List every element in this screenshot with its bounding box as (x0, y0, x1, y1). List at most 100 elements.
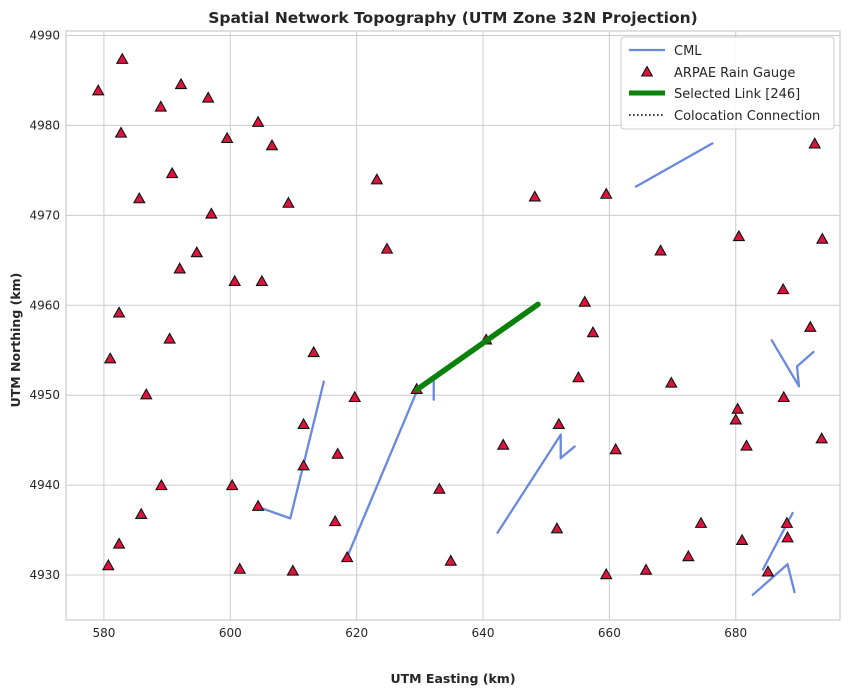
cml-link (770, 339, 801, 388)
rain-gauge-marker (370, 173, 384, 185)
rain-gauge-marker (433, 482, 446, 494)
x-tick-label: 640 (472, 626, 495, 640)
rain-gauge-marker (761, 565, 775, 577)
rain-gauge-marker (154, 100, 168, 112)
rain-gauge-marker (225, 478, 239, 491)
rain-gauge-marker (282, 196, 295, 208)
rain-gauge-marker (815, 432, 829, 444)
x-tick-label: 660 (598, 626, 621, 640)
y-tick-label: 4970 (29, 208, 60, 222)
rain-gauge-marker (654, 244, 667, 256)
rain-gauge-marker (348, 390, 362, 403)
rain-gauge-marker (599, 567, 613, 580)
plot-frame (65, 30, 841, 621)
rain-gauge-marker (781, 531, 794, 543)
legend-gauge-label: ARPAE Rain Gauge (674, 66, 795, 81)
axes-frame (65, 30, 841, 621)
rain-gauge-marker (496, 438, 510, 450)
y-tick-label: 4990 (29, 28, 60, 42)
rain-gauge-marker (112, 306, 126, 318)
rain-gauge-marker (297, 459, 310, 471)
rain-gauge-marker (220, 131, 234, 144)
rain-gauge-marker (251, 499, 265, 511)
y-tick-label: 4940 (29, 478, 60, 492)
rain-gauge-marker (134, 507, 148, 519)
rain-gauge-marker (639, 563, 653, 575)
legend-cml-label: CML (674, 44, 702, 59)
cml-link (795, 350, 815, 368)
chart-title: Spatial Network Topography (UTM Zone 32N… (208, 9, 698, 27)
rain-gauge-marker (190, 245, 204, 258)
cml-link (795, 365, 801, 388)
rain-gauge-marker (173, 262, 187, 274)
rain-gauge-marker (586, 326, 600, 338)
rain-gauge-marker (101, 558, 115, 571)
rain-gauge-marker (776, 282, 790, 295)
rain-gauge-marker (340, 550, 354, 563)
rain-gauge-marker (165, 166, 179, 179)
legend-selected-label: Selected Link [246] (674, 87, 800, 102)
cml-link (751, 563, 789, 596)
rain-gauge-marker (380, 242, 394, 254)
selected-link (413, 301, 541, 393)
rain-gauge-marker (777, 390, 791, 403)
rain-gauge-marker (112, 537, 126, 549)
legend-colocation-label: Colocation Connection (674, 109, 820, 124)
cml-link (634, 142, 714, 188)
rain-gauge-marker (251, 115, 265, 127)
rain-gauge-marker (780, 516, 794, 528)
rain-gauge-marker (307, 345, 321, 358)
cml-link (289, 380, 325, 520)
rain-gauge-marker (729, 413, 743, 425)
rain-gauge-marker (578, 295, 592, 307)
rain-gauge-marker (139, 388, 153, 400)
x-tick-label: 600 (219, 626, 242, 640)
legend: CML ARPAE Rain Gauge Selected Link [246]… (620, 36, 835, 130)
y-axis-label: UTM Northing (km) (8, 273, 23, 408)
rain-gauge-marker (204, 207, 218, 219)
legend-gauge-marker (640, 65, 654, 77)
rain-gauge-marker (233, 562, 247, 574)
x-tick-label: 680 (724, 626, 747, 640)
cml-link (559, 445, 576, 460)
rain-gauge-marker (599, 187, 613, 199)
rain-gauge-marker (735, 533, 749, 546)
cml-link (786, 563, 796, 594)
rain-gauge-marker (664, 376, 678, 388)
y-tick-label: 4980 (29, 118, 60, 132)
cml-link (496, 433, 562, 534)
rain-gauge-marker (91, 84, 105, 96)
tick-labels: 580 600 620 640 660 680 4930 4940 4950 4960 4970 49… (29, 28, 747, 640)
rain-gauge-marker (808, 137, 822, 149)
rain-gauge-marker (132, 192, 146, 204)
rain-gauge-marker (174, 77, 188, 90)
x-axis-label: UTM Easting (km) (390, 671, 515, 686)
rain-gauge-marker (201, 91, 215, 103)
rain-gauge-marker (732, 229, 746, 242)
rain-gauge-marker (155, 478, 168, 491)
rain-gauge-marker (552, 417, 566, 430)
rain-gauge-marker (114, 126, 128, 138)
rain-gauge-marker (803, 320, 817, 332)
rain-gauge-marker (115, 52, 129, 64)
rain-gauge-marker (682, 549, 695, 562)
y-tick-label: 4930 (29, 568, 60, 582)
rain-gauge-marker (528, 190, 542, 202)
rain-gauge-marker (694, 516, 708, 528)
rain-gauge-marker (572, 370, 585, 383)
rain-gauge-marker (331, 447, 345, 459)
y-tick-label: 4950 (29, 388, 60, 402)
rain-gauge-marker (731, 402, 744, 414)
cml-link (346, 390, 418, 559)
rain-gauge-marker (815, 232, 829, 244)
rain-gauge-marker (265, 138, 279, 151)
rain-gauge-marker (740, 439, 753, 451)
rain-gauge-marker (286, 564, 300, 576)
x-tick-label: 580 (92, 626, 115, 640)
rain-gauge-marker (228, 274, 242, 287)
rain-gauge-marker (444, 554, 458, 566)
plot-data (91, 52, 829, 596)
x-tick-label: 620 (345, 626, 368, 640)
